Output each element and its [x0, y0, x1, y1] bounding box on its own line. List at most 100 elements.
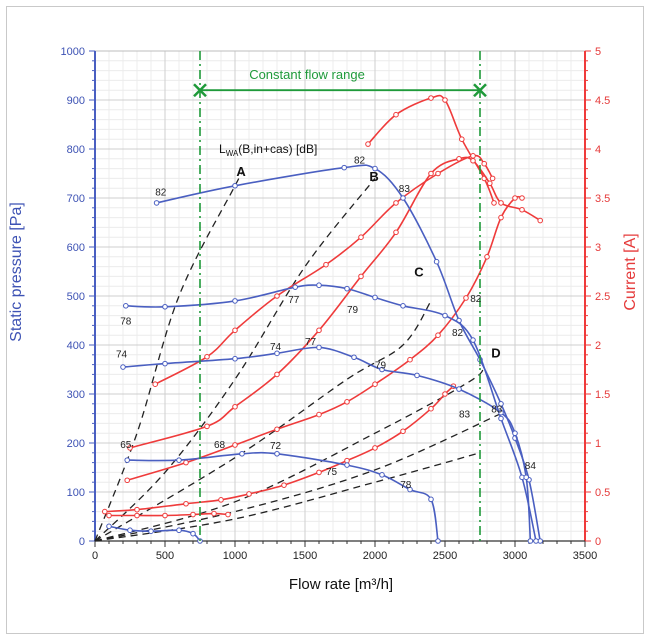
x-tick-label: 2500 — [433, 550, 457, 562]
x-axis-title: Flow rate [m³/h] — [289, 576, 393, 593]
pressure-point — [153, 200, 160, 206]
point-value-label: 72 — [270, 441, 282, 452]
pressure-point — [400, 195, 406, 201]
pressure-point — [120, 364, 126, 370]
pressure-point — [435, 538, 441, 544]
current-point — [134, 506, 140, 513]
current-point — [393, 200, 399, 206]
current-point — [428, 95, 434, 101]
current-point — [211, 510, 217, 517]
point-value-label: 82 — [354, 156, 366, 167]
annotations: A B C D 82 82 83 82 84 78 77 79 82 83 74 74 77 79 83 65 68 72… — [116, 51, 536, 541]
pressure-point — [372, 294, 378, 301]
x-tick-label: 1500 — [293, 550, 317, 562]
current-point — [274, 293, 280, 299]
pressure-point — [274, 350, 280, 357]
current-point — [484, 254, 490, 260]
y-tick-label-right: 0.5 — [595, 487, 610, 499]
current-point — [442, 97, 448, 103]
current-point — [519, 195, 525, 201]
current-point — [512, 195, 518, 201]
system-curve — [94, 413, 502, 542]
current-point — [344, 399, 350, 405]
current-point — [519, 206, 525, 213]
current-point — [487, 180, 493, 187]
current-point — [470, 153, 476, 159]
y-axis-title-right: Current [A] — [622, 233, 639, 310]
pressure-point — [176, 527, 182, 534]
point-value-label: 68 — [214, 440, 226, 451]
pressure-point — [106, 523, 112, 530]
current-point — [232, 327, 238, 334]
point-value-label: 84 — [525, 461, 537, 472]
current-point — [372, 381, 378, 388]
current-point — [246, 491, 252, 497]
pressure-point — [533, 538, 539, 544]
current-point — [152, 381, 158, 388]
pressure-point — [127, 527, 133, 534]
pressure-point — [190, 530, 196, 537]
pressure-point — [344, 285, 350, 292]
current-point — [316, 411, 322, 418]
current-point — [358, 273, 364, 280]
pressure-point — [379, 366, 385, 373]
pressure-point — [379, 472, 385, 478]
pressure-point — [148, 528, 154, 535]
current-curves — [102, 94, 544, 519]
current-point — [435, 170, 441, 177]
current-point — [470, 157, 476, 164]
current-line — [154, 154, 494, 385]
y-tick-label-left: 800 — [67, 144, 85, 156]
constant-flow-label: Constant flow range — [249, 67, 365, 82]
pressure-point — [351, 354, 357, 361]
system-curve-letter: B — [369, 169, 378, 184]
y-tick-label-left: 500 — [67, 291, 85, 303]
point-value-label: 79 — [347, 305, 359, 316]
pressure-point — [232, 182, 238, 189]
x-tick-label: 0 — [92, 550, 98, 562]
point-value-label: 83 — [491, 405, 503, 416]
current-point — [106, 512, 112, 519]
pressure-curves — [106, 164, 544, 544]
y-tick-label-right: 1 — [595, 438, 601, 450]
current-point — [102, 508, 108, 515]
current-point — [400, 428, 406, 435]
system-curve — [94, 172, 243, 542]
current-point — [127, 445, 133, 451]
pressure-point — [512, 430, 518, 437]
y-tick-label-left: 400 — [67, 340, 85, 352]
y-tick-label-right: 2 — [595, 340, 601, 352]
lwa-sub: WA — [226, 149, 239, 158]
point-value-label: 83 — [459, 410, 471, 421]
pressure-point — [239, 450, 245, 457]
current-point — [498, 200, 504, 206]
lwa-l: L — [219, 142, 226, 156]
flow-range-marker — [193, 83, 207, 98]
current-point — [428, 170, 434, 177]
current-point — [183, 459, 189, 466]
system-curves — [94, 172, 502, 542]
current-point — [218, 497, 224, 503]
point-value-label: 83 — [399, 184, 411, 195]
current-point — [481, 160, 488, 167]
pressure-point — [124, 457, 130, 463]
current-point — [281, 482, 287, 488]
point-value-label: 79 — [375, 361, 387, 372]
current-point — [463, 295, 469, 301]
y-tick-label-right: 0 — [595, 536, 601, 548]
pressure-point — [162, 360, 168, 367]
point-value-label: 75 — [326, 467, 338, 478]
pressure-point — [316, 344, 322, 351]
y-tick-label-left: 100 — [67, 487, 85, 499]
y-tick-label-left: 600 — [67, 242, 85, 254]
pressure-point — [162, 303, 168, 310]
point-value-label: 82 — [470, 294, 482, 305]
chart-frame: 0 100 200 300 400 500 600 700 800 900 1000 0 0.5 1 1.5… — [6, 6, 644, 634]
current-point — [225, 511, 231, 518]
system-curve-letter: D — [491, 345, 500, 360]
current-point — [274, 371, 280, 378]
pressure-point — [428, 496, 434, 503]
current-point — [365, 141, 371, 147]
pressure-point — [232, 355, 238, 362]
current-point — [435, 332, 441, 339]
